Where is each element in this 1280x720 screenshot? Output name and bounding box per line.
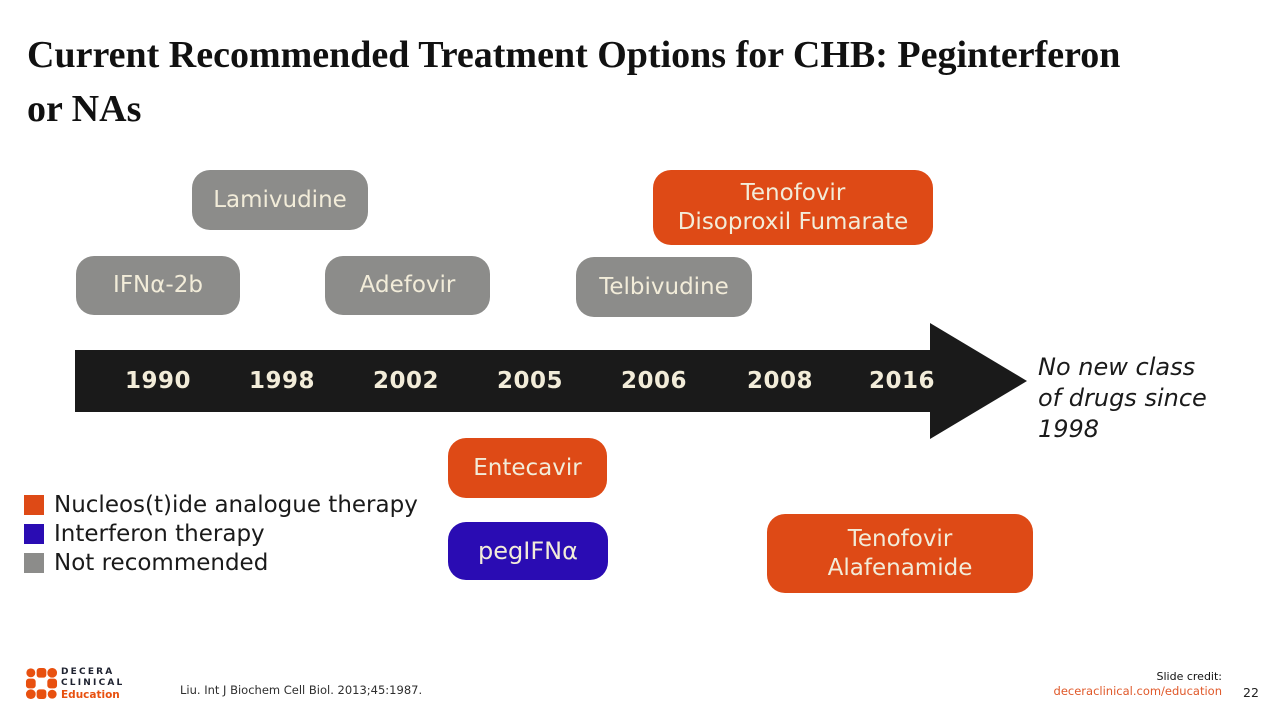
drug-label: Telbivudine	[599, 273, 729, 300]
legend-swatch-blue	[24, 524, 44, 544]
timeline-bar	[75, 350, 930, 412]
drug-label: Entecavir	[473, 454, 582, 481]
annotation-line3: 1998	[1038, 415, 1100, 443]
drug-box-entecavir: Entecavir	[448, 438, 607, 498]
slide-credit-link[interactable]: deceraclinical.com/education	[1053, 684, 1222, 698]
slide-credit-label: Slide credit:	[1156, 670, 1223, 683]
timeline-year-1990: 1990	[124, 368, 192, 394]
annotation-line2: of drugs since	[1038, 384, 1207, 412]
legend-label: Not recommended	[54, 550, 269, 576]
logo-line1: DECERA	[61, 667, 115, 677]
logo-line2: CLINICAL	[61, 678, 125, 688]
timeline-year-1998: 1998	[248, 368, 316, 394]
timeline-year-2008: 2008	[746, 368, 814, 394]
drug-box-tenofovir-disoproxil-fumarate: Tenofovir Disoproxil Fumarate	[653, 170, 933, 245]
drug-label-line2: Alafenamide	[827, 554, 973, 581]
page-number: 22	[1243, 685, 1259, 700]
drug-box-tenofovir-alafenamide: Tenofovir Alafenamide	[767, 514, 1033, 593]
drug-box-pegifn-alpha: pegIFNα	[448, 522, 608, 580]
drug-label: IFNα-2b	[113, 272, 203, 298]
drug-box-adefovir: Adefovir	[325, 256, 490, 315]
legend-row-interferon: Interferon therapy	[24, 521, 418, 547]
drug-label: pegIFNα	[478, 536, 578, 565]
no-new-class-annotation: No new class of drugs since 1998	[1038, 352, 1207, 445]
drug-label-line2: Disoproxil Fumarate	[677, 208, 909, 235]
legend-swatch-orange	[24, 495, 44, 515]
drug-label-line1: Tenofovir	[847, 525, 953, 552]
drug-label-line1: Tenofovir	[740, 179, 846, 206]
timeline-year-2016: 2016	[868, 368, 936, 394]
page-title-line1: Current Recommended Treatment Options fo…	[27, 34, 1121, 76]
drug-label: Lamivudine	[213, 186, 347, 213]
legend-row-not-recommended: Not recommended	[24, 550, 418, 576]
legend-swatch-gray	[24, 553, 44, 573]
drug-label: Adefovir	[359, 272, 456, 298]
timeline-arrow-head	[930, 323, 1027, 439]
legend-row-nucleoside: Nucleos(t)ide analogue therapy	[24, 492, 418, 518]
citation-text: Liu. Int J Biochem Cell Biol. 2013;45:19…	[180, 683, 423, 697]
drug-box-ifn-alpha-2b: IFNα-2b	[76, 256, 240, 315]
legend: Nucleos(t)ide analogue therapy Interfero…	[24, 492, 418, 582]
decera-logo-text: DECERA CLINICAL Education	[61, 667, 124, 701]
timeline-year-2002: 2002	[372, 368, 440, 394]
legend-label: Nucleos(t)ide analogue therapy	[54, 492, 418, 518]
decera-logo-icon	[25, 667, 58, 704]
timeline-year-2006: 2006	[620, 368, 688, 394]
annotation-line1: No new class	[1038, 353, 1196, 381]
drug-box-telbivudine: Telbivudine	[576, 257, 752, 317]
page-title: Current Recommended Treatment Options fo…	[27, 28, 1265, 136]
slide-credit: Slide credit: deceraclinical.com/educati…	[1054, 670, 1222, 699]
page-title-line2: or NAs	[27, 88, 142, 130]
logo-line3: Education	[61, 689, 120, 701]
drug-box-lamivudine: Lamivudine	[192, 170, 368, 230]
legend-label: Interferon therapy	[54, 521, 265, 547]
timeline-year-2005: 2005	[496, 368, 564, 394]
